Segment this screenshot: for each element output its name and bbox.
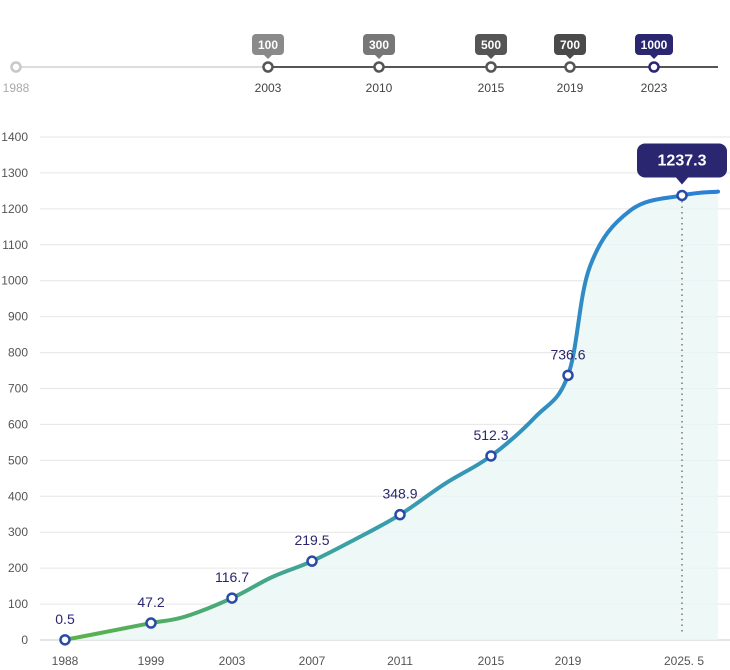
data-label: 512.3: [473, 427, 508, 443]
milestone-year: 2019: [557, 81, 584, 95]
x-tick-label: 2025. 5: [664, 654, 704, 668]
y-tick-label: 800: [8, 346, 28, 360]
data-point: [562, 369, 574, 382]
x-tick-label: 1988: [52, 654, 79, 668]
milestone-badge-pointer: [487, 55, 495, 59]
x-tick-label: 2015: [478, 654, 505, 668]
milestone-badge: [554, 34, 586, 55]
x-tick-label: 1999: [138, 654, 165, 668]
x-tick-label: 2003: [219, 654, 246, 668]
value-callout: [637, 143, 727, 178]
data-point: [59, 634, 71, 646]
y-tick-label: 1100: [2, 238, 28, 252]
y-tick-label: 1400: [1, 130, 28, 144]
milestone-node: [485, 61, 497, 73]
data-label: 47.2: [137, 594, 164, 610]
timeline-start-node: [10, 61, 22, 73]
milestone-badge: [363, 34, 395, 55]
data-point: [226, 592, 238, 604]
milestone-badge-pointer: [264, 55, 272, 59]
data-point: [306, 555, 318, 567]
y-tick-label: 0: [21, 633, 28, 647]
milestone-badge-pointer: [650, 55, 658, 59]
data-label: 116.7: [215, 569, 249, 585]
milestone-badge-value: 700: [560, 38, 580, 52]
milestone-badge-value: 1000: [641, 38, 668, 52]
data-label: 219.5: [294, 532, 329, 548]
y-tick-label: 900: [8, 310, 28, 324]
data-label: 348.9: [382, 486, 417, 502]
y-tick-label: 600: [8, 417, 28, 431]
data-label: 0.5: [55, 611, 75, 627]
x-tick-label: 2007: [299, 654, 326, 668]
milestone-badge-pointer: [566, 55, 574, 59]
x-tick-label: 2019: [555, 654, 582, 668]
data-label: 736.6: [550, 346, 585, 362]
y-tick-label: 500: [8, 453, 28, 467]
y-tick-label: 1200: [1, 202, 28, 216]
y-tick-label: 100: [8, 597, 28, 611]
milestone-year: 2003: [255, 81, 282, 95]
milestone-badge-value: 300: [369, 38, 389, 52]
x-tick-label: 2011: [387, 654, 413, 668]
milestone-badge: [635, 34, 673, 55]
milestone-node: [373, 61, 385, 73]
timeline-start-year: 1988: [3, 81, 30, 95]
y-tick-label: 1000: [1, 274, 28, 288]
y-tick-label: 1300: [1, 166, 28, 180]
milestone-timeline: 1988 100 2003 300 2010 500 2015 700 2019 1000 2023: [3, 34, 718, 95]
y-tick-label: 300: [8, 525, 28, 539]
milestone-year: 2010: [366, 81, 393, 95]
milestone-node: [262, 61, 274, 73]
milestone-badge-pointer: [375, 55, 383, 59]
series-line: [63, 189, 720, 642]
y-tick-label: 400: [8, 489, 28, 503]
milestone-year: 2023: [641, 81, 668, 95]
milestone-year: 2015: [478, 81, 505, 95]
data-point: [676, 189, 688, 202]
data-point: [145, 617, 157, 629]
milestone-badge: [475, 34, 507, 55]
milestone-node: [648, 61, 660, 73]
milestone-node: [564, 61, 576, 73]
data-point: [394, 508, 406, 521]
value-callout-pointer: [676, 177, 688, 185]
data-point: [485, 450, 497, 462]
milestone-badge-value: 100: [258, 38, 278, 52]
milestone-badge: [252, 34, 284, 55]
milestone-badge-value: 500: [481, 38, 501, 52]
value-callout-label: 1237.3: [658, 152, 707, 169]
area-fill: [65, 191, 718, 640]
y-tick-label: 700: [8, 382, 28, 396]
y-tick-label: 200: [8, 561, 28, 575]
